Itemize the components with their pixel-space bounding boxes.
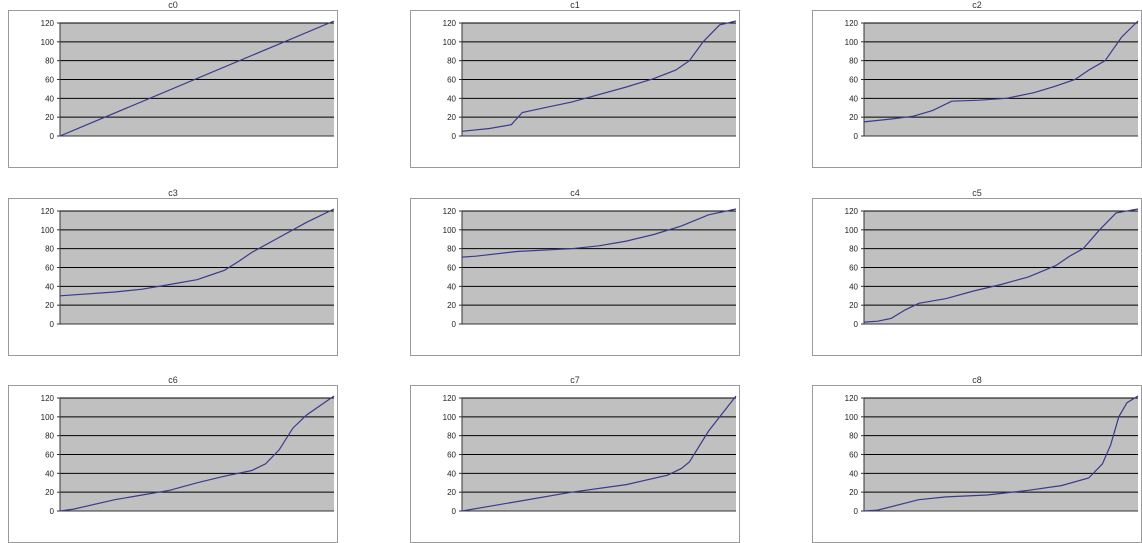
chart-title: c0: [168, 0, 178, 10]
y-tick-label: 80: [45, 57, 54, 66]
y-tick-label: 20: [447, 113, 456, 122]
y-tick-label: 120: [845, 207, 859, 216]
series-line: [59, 20, 335, 137]
y-tick-label: 120: [845, 19, 859, 28]
y-tick-label: 40: [447, 282, 456, 291]
y-tick-label: 20: [447, 301, 456, 310]
y-tick-label: 0: [50, 507, 55, 516]
y-tick-label: 120: [443, 394, 457, 403]
y-tick-label: 40: [849, 94, 858, 103]
y-tick-label: 20: [849, 301, 858, 310]
y-tick-label: 20: [447, 488, 456, 497]
y-tick-label: 0: [50, 132, 55, 141]
y-tick-label: 40: [447, 94, 456, 103]
y-tick-label: 100: [443, 413, 457, 422]
y-tick-label: 60: [447, 451, 456, 460]
chart-svg: 120 100 80 60 40 20 0: [845, 19, 1139, 141]
series-line: [461, 395, 737, 512]
y-tick-label: 100: [443, 38, 457, 47]
y-tick-label: 80: [447, 245, 456, 254]
y-tick-label: 100: [41, 413, 55, 422]
series-line: [863, 395, 1139, 512]
chart-title: c1: [570, 0, 580, 10]
chart-panel-c3: c3 120 100 80 60 40 20 0: [8, 188, 338, 356]
y-tick-label: 40: [447, 469, 456, 478]
y-tick-label: 60: [45, 76, 54, 85]
chart-svg: 120 100 80 60 40 20 0: [41, 19, 335, 141]
series-line: [59, 395, 335, 512]
series-line: [59, 208, 335, 297]
chart-title: c7: [570, 375, 580, 385]
y-tick-label: 20: [45, 301, 54, 310]
chart-panel-c1: c1 120 100 80 60 40 20 0: [410, 0, 740, 168]
chart-panel-c5: c5 120 100 80 60 40 20 0: [812, 188, 1142, 356]
chart-title: c2: [972, 0, 982, 10]
y-tick-label: 120: [443, 19, 457, 28]
y-tick-label: 120: [41, 207, 55, 216]
y-tick-label: 80: [447, 57, 456, 66]
y-tick-label: 40: [45, 94, 54, 103]
y-tick-label: 0: [452, 132, 457, 141]
chart-svg: 120 100 80 60 40 20 0: [443, 207, 737, 329]
y-tick-label: 0: [854, 320, 859, 329]
y-tick-label: 60: [45, 451, 54, 460]
y-tick-label: 20: [45, 113, 54, 122]
y-tick-label: 20: [849, 113, 858, 122]
y-tick-label: 120: [443, 207, 457, 216]
y-tick-label: 40: [45, 282, 54, 291]
y-tick-label: 100: [41, 226, 55, 235]
y-tick-label: 60: [849, 451, 858, 460]
y-tick-label: 80: [447, 432, 456, 441]
chart-panel-c8: c8 120 100 80 60 40 20 0: [812, 375, 1142, 543]
chart-panel-c2: c2 120 100 80 60 40 20 0: [812, 0, 1142, 168]
chart-title: c4: [570, 188, 580, 198]
chart-panel-c4: c4 120 100 80 60 40 20 0: [410, 188, 740, 356]
y-tick-label: 80: [45, 432, 54, 441]
y-tick-label: 80: [45, 245, 54, 254]
y-tick-label: 0: [854, 132, 859, 141]
y-tick-label: 60: [45, 264, 54, 273]
y-tick-label: 100: [845, 413, 859, 422]
chart-svg: 120 100 80 60 40 20 0: [845, 394, 1139, 516]
y-tick-label: 100: [845, 226, 859, 235]
y-tick-label: 40: [45, 469, 54, 478]
y-tick-label: 120: [845, 394, 859, 403]
chart-svg: 120 100 80 60 40 20 0: [443, 19, 737, 141]
series-line: [461, 20, 737, 132]
y-tick-label: 100: [845, 38, 859, 47]
y-tick-label: 120: [41, 394, 55, 403]
chart-svg: 120 100 80 60 40 20 0: [41, 394, 335, 516]
y-tick-label: 0: [452, 320, 457, 329]
chart-svg: 120 100 80 60 40 20 0: [41, 207, 335, 329]
series-line: [461, 208, 737, 258]
y-tick-label: 120: [41, 19, 55, 28]
y-tick-label: 60: [447, 76, 456, 85]
chart-panel-c7: c7 120 100 80 60 40 20 0: [410, 375, 740, 543]
y-tick-label: 80: [849, 245, 858, 254]
y-tick-label: 80: [849, 432, 858, 441]
chart-svg: 120 100 80 60 40 20 0: [845, 207, 1139, 329]
y-tick-label: 0: [452, 507, 457, 516]
y-tick-label: 40: [849, 282, 858, 291]
y-tick-label: 20: [45, 488, 54, 497]
chart-panel-c0: c0 120 100 80 60 40 20 0: [8, 0, 338, 168]
y-tick-label: 0: [854, 507, 859, 516]
chart-title: c6: [168, 375, 178, 385]
chart-title: c3: [168, 188, 178, 198]
y-tick-label: 60: [447, 264, 456, 273]
y-tick-label: 20: [849, 488, 858, 497]
chart-title: c5: [972, 188, 982, 198]
y-tick-label: 40: [849, 469, 858, 478]
y-tick-label: 100: [443, 226, 457, 235]
y-tick-label: 60: [849, 264, 858, 273]
y-tick-label: 100: [41, 38, 55, 47]
chart-title: c8: [972, 375, 982, 385]
series-line: [863, 20, 1139, 123]
chart-svg: 120 100 80 60 40 20 0: [443, 394, 737, 516]
y-tick-label: 80: [849, 57, 858, 66]
y-tick-label: 60: [849, 76, 858, 85]
series-line: [863, 208, 1139, 323]
y-tick-label: 0: [50, 320, 55, 329]
chart-panel-c6: c6 120 100 80 60 40 20 0: [8, 375, 338, 543]
